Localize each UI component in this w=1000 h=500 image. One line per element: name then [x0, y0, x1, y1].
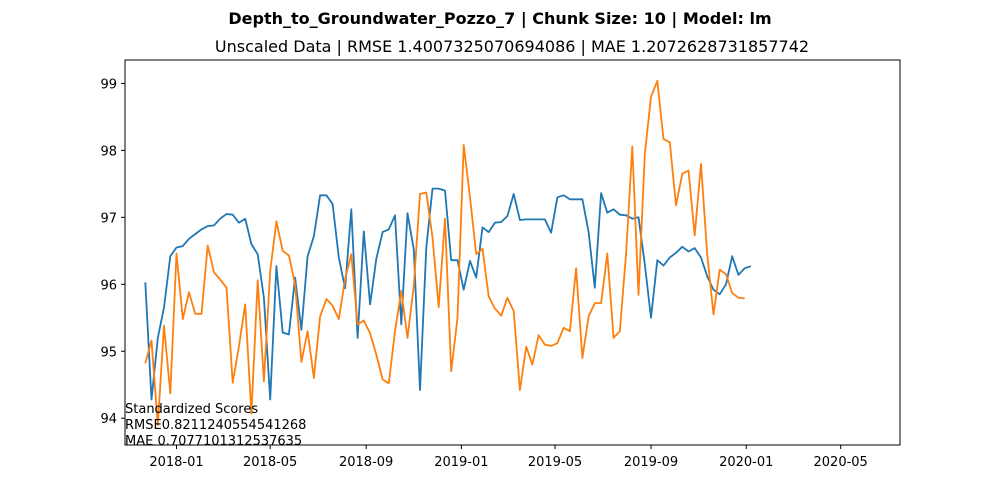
annotation-line: Standardized Scores — [125, 402, 258, 417]
x-tick-label: 2019-09 — [624, 455, 678, 470]
plot-frame — [124, 59, 901, 446]
x-tick-label: 2018-09 — [339, 455, 393, 470]
chart-title: Depth_to_Groundwater_Pozzo_7 | Chunk Siz… — [228, 9, 771, 29]
y-tick-label: 95 — [100, 345, 117, 360]
y-tick-label: 96 — [100, 278, 117, 293]
y-tick-label: 97 — [100, 211, 117, 226]
y-tick-label: 94 — [100, 412, 117, 427]
y-tick-label: 98 — [100, 144, 117, 159]
series-1-line — [144, 187, 752, 401]
chart-subtitle: Unscaled Data | RMSE 1.4007325070694086 … — [215, 37, 809, 56]
x-tick-label: 2020-05 — [814, 455, 868, 470]
x-tick-label: 2018-01 — [149, 455, 203, 470]
series-2-line — [144, 79, 745, 426]
annotation-line: RMSE0.8211240554541268 — [125, 418, 306, 433]
annotation-line: MAE 0.7077101312537635 — [125, 434, 302, 449]
y-tick-label: 99 — [100, 77, 117, 92]
x-tick-label: 2020-01 — [719, 455, 773, 470]
x-tick-label: 2019-01 — [434, 455, 488, 470]
x-tick-label: 2019-05 — [528, 455, 582, 470]
x-tick-label: 2018-05 — [243, 455, 297, 470]
